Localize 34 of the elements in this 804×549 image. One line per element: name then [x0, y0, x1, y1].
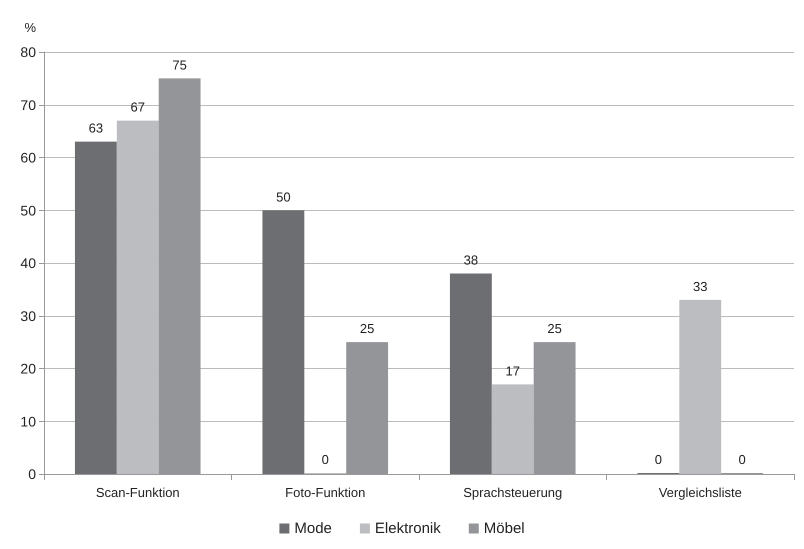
y-tick-label: 80: [20, 44, 36, 60]
y-tick-label: 0: [28, 466, 36, 482]
data-label: 75: [172, 57, 187, 72]
data-label: 25: [547, 321, 562, 336]
y-tick-label: 60: [20, 150, 36, 166]
y-tick-label: 20: [20, 360, 36, 376]
data-label: 38: [464, 252, 478, 268]
data-label: 0: [738, 452, 746, 467]
legend-label: Möbel: [484, 520, 525, 537]
bar: [492, 384, 534, 474]
y-tick-label: 70: [20, 96, 36, 113]
x-tick-label: Scan-Funktion: [96, 485, 180, 500]
bar: [262, 210, 304, 474]
data-label: 0: [654, 452, 662, 467]
bar: [450, 274, 492, 474]
y-tick-label: 50: [20, 202, 36, 218]
data-label: 63: [88, 120, 104, 136]
data-label: 17: [506, 363, 520, 378]
data-label: 50: [276, 189, 291, 204]
y-tick-label: 30: [20, 308, 36, 324]
data-label: 33: [693, 278, 708, 294]
y-axis-title: %: [24, 20, 36, 35]
y-tick-label: 40: [20, 255, 36, 271]
x-tick-label: Vergleichsliste: [658, 485, 742, 500]
legend-label: Mode: [294, 520, 332, 537]
y-tick-label: 10: [20, 413, 36, 430]
data-label: 25: [360, 321, 374, 336]
bar: [116, 120, 159, 474]
data-label: 67: [130, 100, 145, 115]
data-label: 0: [322, 452, 329, 467]
x-tick-label: Foto-Funktion: [285, 485, 366, 500]
x-tick-label: Sprachsteuerung: [463, 485, 562, 500]
bar: [74, 142, 117, 474]
legend-label: Elektronik: [374, 520, 442, 537]
